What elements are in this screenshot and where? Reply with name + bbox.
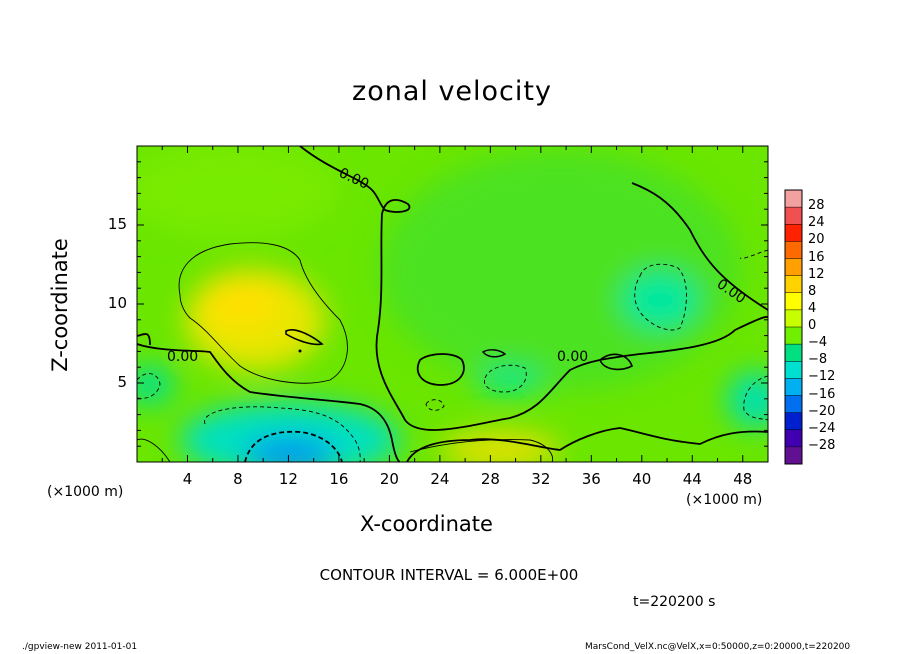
weak-negative-region (380, 150, 740, 390)
colorbar-swatch (785, 412, 802, 431)
colorbar-swatch (785, 395, 802, 414)
x-tick-label: 40 (632, 470, 652, 488)
x-tick-label: 36 (581, 470, 601, 488)
colorbar-label: −20 (808, 403, 836, 419)
y-tick-label: 15 (107, 215, 127, 233)
y-tick-label: 10 (107, 294, 127, 312)
colorbar-label: −8 (808, 352, 828, 368)
x-tick-label: 4 (182, 470, 193, 488)
colorbar-swatch (785, 258, 802, 277)
colorbar-swatch (785, 429, 802, 448)
x-tick-label: 16 (329, 470, 349, 488)
colorbar-label: 16 (808, 249, 825, 265)
x-tick-label: 44 (682, 470, 702, 488)
colorbar-label: −24 (808, 420, 836, 436)
colorbar-swatch (785, 378, 802, 396)
y-tick-label: 5 (117, 373, 127, 391)
time-label: t=220200 s (633, 594, 716, 610)
x-unit-label-right: (×1000 m) (686, 492, 763, 508)
colorbar-swatch (785, 344, 802, 362)
negative-anomaly-east (620, 270, 700, 330)
x-tick-label: 48 (733, 470, 753, 488)
contour-interval: CONTOUR INTERVAL = 6.000E+00 (319, 566, 579, 584)
x-unit-label-left: (×1000 m) (47, 484, 124, 500)
colorbar-swatch (785, 361, 802, 379)
colorbar-swatch (785, 241, 802, 259)
x-tick-label: 28 (480, 470, 500, 488)
x-tick-label: 32 (531, 470, 551, 488)
closed-contour-1 (416, 353, 465, 386)
colorbar-label: −12 (808, 369, 836, 385)
colorbar-label: −28 (808, 437, 836, 453)
colorbar-label: 28 (808, 198, 825, 214)
footer-left: ./gpview-new 2011-01-01 (22, 642, 138, 652)
colorbar-swatch (785, 446, 802, 465)
contour-label-group: 0.00 0.00 0.00 0.00 (167, 165, 748, 365)
colorbar-swatch (785, 275, 802, 294)
colorbar-swatch (785, 190, 802, 208)
colorbar-swatch (785, 292, 802, 311)
colorbar-label: 12 (808, 266, 825, 282)
colorbar-label: 8 (808, 283, 817, 299)
colorbar-swatch (785, 224, 802, 242)
positive-anomaly-surface (440, 432, 560, 462)
x-tick-label: 24 (430, 470, 450, 488)
colorbar-swatch (785, 309, 802, 328)
colorbar (784, 189, 803, 465)
velocity-field (137, 146, 768, 462)
contour-label: 0.00 (557, 349, 588, 365)
colorbar-swatch (785, 207, 802, 225)
chart-title: zonal velocity (352, 76, 552, 107)
x-tick-label: 20 (379, 470, 399, 488)
positive-contour-west (178, 242, 348, 384)
x-axis-label: X-coordinate (360, 512, 493, 536)
contour-lines (137, 146, 768, 462)
colorbar-label: −16 (808, 386, 836, 402)
zero-contour-west (137, 343, 401, 462)
axis-ticks (137, 146, 769, 462)
colorbar-label: 4 (808, 300, 817, 316)
x-tick-label: 12 (278, 470, 298, 488)
colorbar-label: 0 (808, 318, 817, 333)
colorbar-label: 20 (808, 232, 825, 248)
colorbar-label: 24 (808, 215, 825, 231)
x-tick-label: 8 (233, 470, 243, 488)
colorbar-label: −4 (808, 335, 828, 351)
zero-contour-main (299, 146, 768, 431)
negative-contour-surface (244, 430, 343, 462)
footer-right: MarsCond_VelX.nc@VelX,x=0:50000,z=0:2000… (585, 642, 851, 652)
colorbar-swatch (785, 327, 802, 345)
contour-label: 0.00 (167, 349, 198, 365)
